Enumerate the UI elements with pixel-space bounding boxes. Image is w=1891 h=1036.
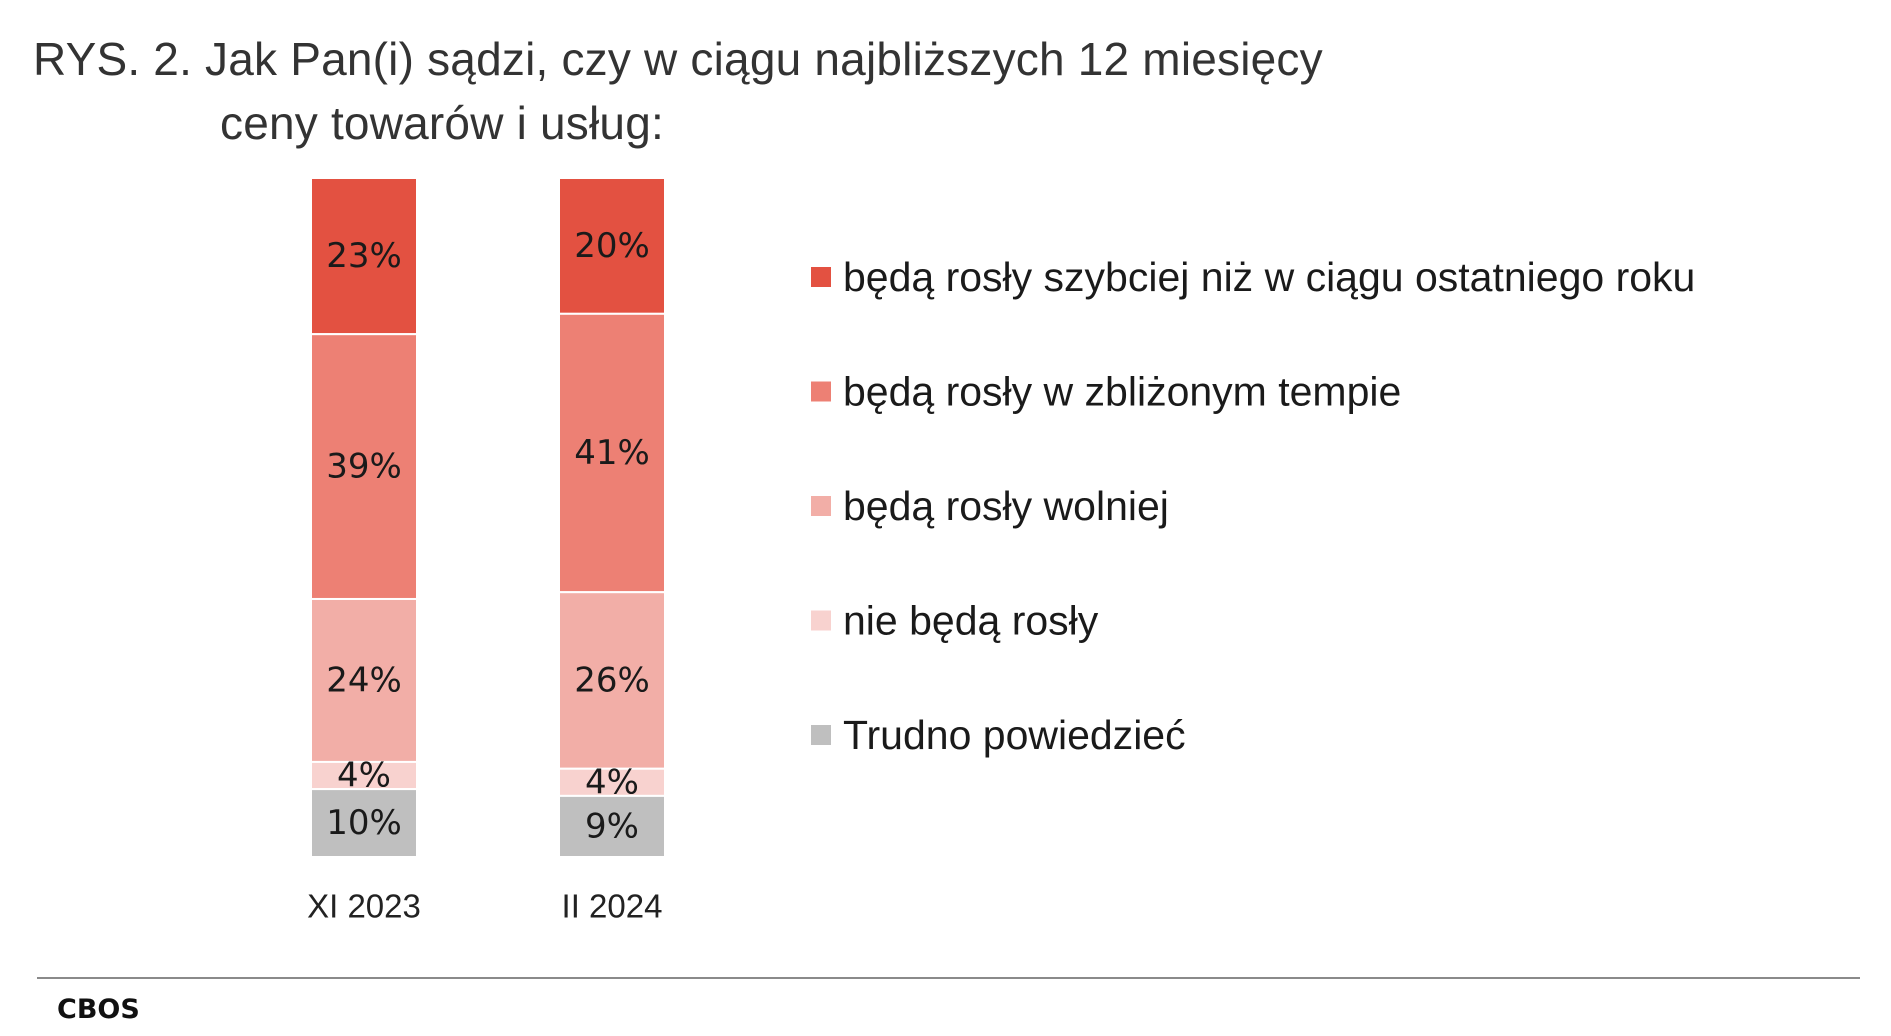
data-label-2-2: 41%	[574, 433, 650, 473]
data-label-2-1: 39%	[326, 447, 402, 487]
x-axis-tick-label-2: II 2024	[562, 888, 663, 925]
stacked-bar-chart: 23%39%24%4%10%20%41%26%4%9% XI 2023 II 20…	[307, 177, 1695, 925]
legend-swatch-2	[811, 381, 831, 402]
legend-label-3: będą rosły wolniej	[843, 483, 1169, 529]
data-label-4-1: 4%	[337, 756, 391, 796]
legend-swatch-4	[811, 610, 831, 631]
data-label-1-1: 23%	[326, 236, 402, 276]
legend-label-1: będą rosły szybciej niż w ciągu ostatnie…	[843, 254, 1695, 300]
data-label-4-2: 4%	[585, 762, 639, 802]
chart-title-line-2: ceny towarów i usług:	[220, 97, 664, 149]
bar-segment-2-1	[310, 333, 418, 600]
bar-segment-5-2	[558, 794, 666, 859]
data-labels-group: 23%39%24%4%10%20%41%26%4%9%	[326, 226, 650, 847]
bar-segment-5-1	[310, 788, 418, 858]
x-axis-labels: XI 2023 II 2024	[307, 888, 662, 925]
source-label: CBOS	[57, 994, 140, 1025]
data-label-5-2: 9%	[585, 806, 639, 846]
bar-segment-3-2	[558, 591, 666, 770]
data-label-1-2: 20%	[574, 226, 650, 266]
legend: będą rosły szybciej niż w ciągu ostatnie…	[811, 254, 1695, 758]
legend-swatch-1	[811, 267, 831, 287]
data-label-3-2: 26%	[574, 660, 650, 700]
bar-segment-1-2	[558, 177, 666, 315]
legend-label-2: będą rosły w zbliżonym tempie	[843, 369, 1401, 415]
footer-divider	[37, 977, 1860, 979]
legend-label-4: nie będą rosły	[843, 598, 1099, 644]
data-label-5-1: 10%	[326, 803, 402, 843]
bars-group	[310, 177, 666, 859]
data-label-3-1: 24%	[326, 660, 402, 700]
chart-title-line-1: RYS. 2. Jak Pan(i) sądzi, czy w ciągu na…	[33, 33, 1323, 85]
legend-label-5: Trudno powiedzieć	[843, 712, 1186, 758]
legend-swatch-3	[811, 496, 831, 516]
legend-swatch-5	[811, 725, 831, 745]
bar-segment-2-2	[558, 312, 666, 594]
x-axis-tick-label-1: XI 2023	[307, 888, 421, 925]
bar-segment-3-1	[310, 597, 418, 763]
